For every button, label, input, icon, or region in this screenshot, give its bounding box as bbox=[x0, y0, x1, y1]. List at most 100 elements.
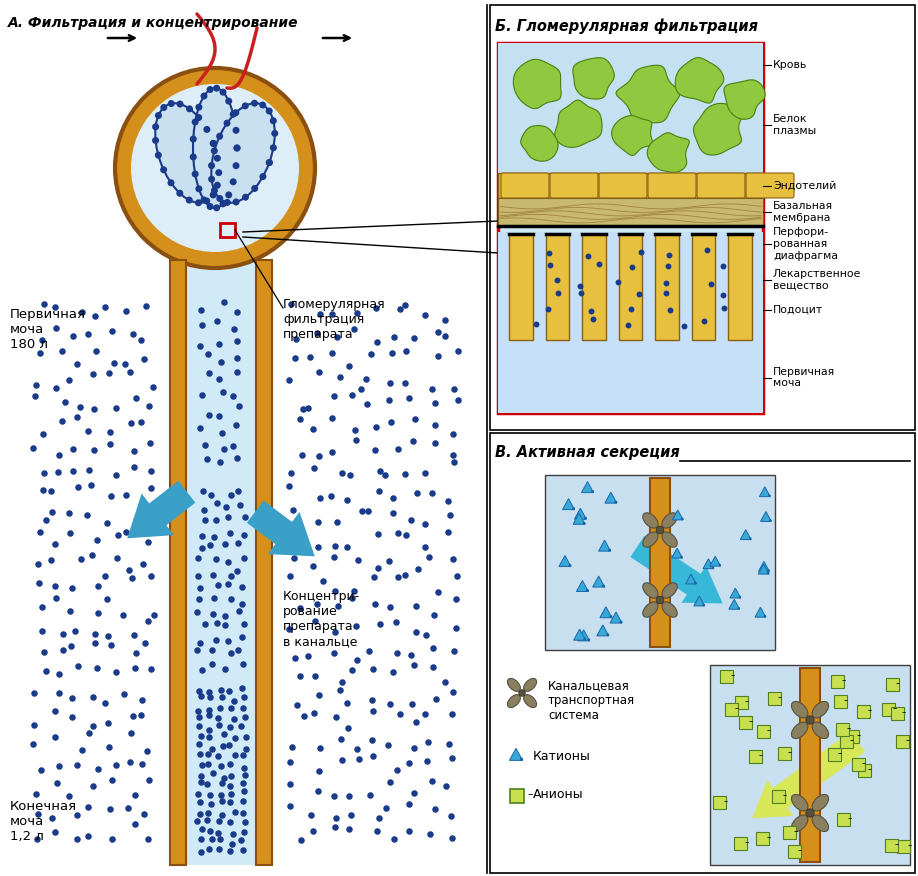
Point bbox=[446, 552, 461, 566]
Point bbox=[35, 624, 50, 638]
Polygon shape bbox=[573, 58, 614, 99]
Point bbox=[236, 806, 251, 820]
Point bbox=[344, 591, 359, 605]
Point bbox=[208, 633, 223, 647]
Point bbox=[140, 614, 155, 628]
Text: –: – bbox=[856, 731, 860, 740]
Circle shape bbox=[217, 195, 223, 202]
Point bbox=[226, 439, 241, 453]
Point bbox=[716, 288, 731, 302]
Point bbox=[209, 616, 224, 630]
Polygon shape bbox=[611, 116, 653, 155]
Point bbox=[389, 646, 404, 660]
Text: –: – bbox=[850, 736, 855, 745]
Point bbox=[236, 618, 251, 632]
Bar bbox=[857, 704, 870, 717]
Point bbox=[428, 418, 442, 432]
Point bbox=[34, 600, 49, 614]
Text: Кровь: Кровь bbox=[773, 60, 807, 70]
Circle shape bbox=[196, 114, 202, 121]
Point bbox=[365, 704, 380, 718]
Ellipse shape bbox=[193, 88, 237, 208]
Point bbox=[698, 105, 712, 119]
Point bbox=[716, 388, 731, 402]
Point bbox=[570, 393, 585, 407]
Ellipse shape bbox=[662, 512, 677, 528]
Point bbox=[398, 467, 413, 481]
Point bbox=[285, 740, 299, 754]
Point bbox=[341, 358, 356, 372]
Point bbox=[210, 577, 225, 591]
Point bbox=[542, 83, 556, 97]
Point bbox=[133, 708, 148, 722]
Point bbox=[330, 329, 344, 343]
Point bbox=[346, 584, 361, 598]
Point bbox=[411, 562, 426, 576]
Point bbox=[218, 500, 233, 514]
Point bbox=[665, 111, 679, 125]
Point bbox=[304, 808, 319, 822]
Point bbox=[704, 277, 719, 291]
Point bbox=[118, 525, 133, 539]
Text: –: – bbox=[841, 676, 845, 685]
Point bbox=[284, 297, 298, 311]
Text: –: – bbox=[868, 706, 871, 715]
Bar bbox=[857, 764, 870, 777]
Ellipse shape bbox=[791, 815, 808, 831]
Point bbox=[371, 526, 386, 540]
Point bbox=[28, 389, 42, 403]
Point bbox=[104, 832, 118, 846]
Point bbox=[340, 696, 354, 710]
Point bbox=[87, 309, 102, 323]
Point bbox=[91, 578, 106, 592]
Bar bbox=[655, 234, 678, 340]
Bar bbox=[509, 234, 533, 340]
Circle shape bbox=[764, 615, 767, 618]
Point bbox=[552, 131, 566, 145]
Point bbox=[101, 717, 116, 731]
Circle shape bbox=[207, 86, 214, 93]
Point bbox=[683, 68, 698, 82]
Bar bbox=[768, 692, 781, 704]
Point bbox=[399, 343, 414, 357]
Point bbox=[441, 493, 455, 507]
Point bbox=[645, 88, 660, 102]
Circle shape bbox=[210, 140, 217, 147]
Point bbox=[655, 366, 670, 380]
Point bbox=[571, 346, 586, 360]
Point bbox=[312, 365, 327, 379]
Point bbox=[282, 479, 297, 493]
Point bbox=[574, 286, 588, 300]
Point bbox=[623, 302, 638, 316]
Point bbox=[350, 743, 364, 757]
Point bbox=[359, 372, 374, 386]
Point bbox=[137, 352, 151, 366]
Circle shape bbox=[224, 199, 230, 206]
Point bbox=[44, 553, 59, 567]
Point bbox=[141, 773, 156, 787]
Point bbox=[567, 129, 582, 143]
Point bbox=[292, 669, 307, 683]
Point bbox=[418, 465, 432, 479]
Point bbox=[120, 801, 135, 815]
Polygon shape bbox=[647, 133, 689, 173]
Circle shape bbox=[190, 136, 196, 143]
Point bbox=[591, 374, 606, 388]
Point bbox=[44, 484, 59, 498]
Polygon shape bbox=[724, 80, 765, 119]
Point bbox=[200, 747, 215, 761]
Point bbox=[431, 350, 446, 364]
Point bbox=[548, 112, 563, 126]
Circle shape bbox=[719, 564, 721, 567]
Circle shape bbox=[185, 196, 193, 203]
Polygon shape bbox=[605, 492, 617, 503]
Text: –: – bbox=[862, 759, 867, 768]
Point bbox=[418, 540, 432, 554]
Point bbox=[671, 52, 686, 66]
Circle shape bbox=[265, 108, 273, 115]
Point bbox=[82, 463, 96, 477]
Point bbox=[449, 569, 464, 583]
Point bbox=[129, 391, 143, 405]
Ellipse shape bbox=[523, 695, 537, 708]
Point bbox=[202, 824, 217, 838]
